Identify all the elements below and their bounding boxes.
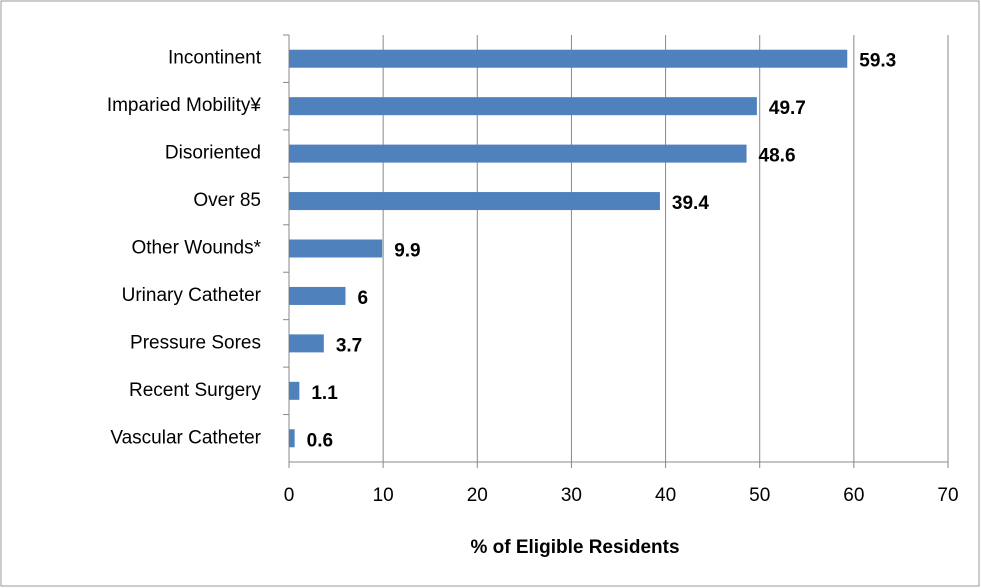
value-label: 39.4 — [672, 193, 709, 214]
x-tick-label: 20 — [467, 485, 488, 506]
bar — [289, 144, 747, 163]
value-label: 59.3 — [859, 51, 896, 72]
bar — [289, 49, 848, 68]
bar — [289, 334, 324, 353]
y-tick-label: Urinary Catheter — [122, 285, 262, 306]
y-tick-label: Incontinent — [168, 48, 262, 69]
x-tick-label: 30 — [561, 485, 582, 506]
value-label: 48.6 — [759, 146, 796, 167]
x-tick-label: 40 — [655, 485, 676, 506]
value-label: 9.9 — [394, 241, 420, 262]
x-tick-label: 0 — [284, 485, 295, 506]
bar — [289, 381, 300, 400]
bar — [289, 429, 295, 448]
bar — [289, 286, 346, 305]
bar — [289, 192, 660, 211]
x-tick-label: 60 — [843, 485, 864, 506]
y-tick-label: Imparied Mobility¥ — [107, 95, 262, 116]
value-label: 49.7 — [769, 98, 806, 119]
y-tick-label: Vascular Catheter — [110, 427, 261, 448]
value-label: 3.7 — [336, 335, 362, 356]
value-label: 0.6 — [307, 430, 333, 451]
x-tick-label: 70 — [937, 485, 958, 506]
x-axis-title: % of Eligible Residents — [470, 537, 679, 558]
y-tick-label: Disoriented — [165, 143, 261, 164]
x-tick-label: 50 — [749, 485, 770, 506]
value-label: 1.1 — [311, 383, 338, 404]
y-tick-label: Recent Surgery — [129, 380, 262, 401]
y-tick-label: Pressure Sores — [130, 332, 261, 353]
x-tick-label: 10 — [373, 485, 394, 506]
bar — [289, 97, 757, 116]
y-tick-label: Over 85 — [193, 190, 261, 211]
bar — [289, 239, 383, 258]
y-tick-label: Other Wounds* — [131, 238, 261, 259]
value-label: 6 — [357, 288, 368, 309]
